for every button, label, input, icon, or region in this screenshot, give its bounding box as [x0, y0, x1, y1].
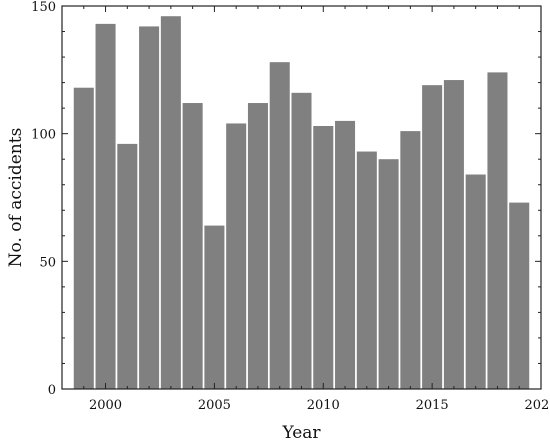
bar-2006 — [226, 123, 247, 389]
x-axis-label: Year — [281, 423, 321, 443]
y-tick-label-50: 50 — [39, 255, 56, 270]
bar-2005 — [204, 225, 225, 389]
x-tick-label-2015: 2015 — [416, 398, 449, 413]
bar-2013 — [378, 159, 399, 389]
bar-2010 — [313, 126, 334, 390]
bar-2011 — [335, 120, 356, 390]
bar-2009 — [291, 92, 312, 390]
y-tick-label-150: 150 — [31, 0, 56, 15]
bar-2000 — [95, 23, 116, 390]
bar-2017 — [465, 174, 486, 389]
bar-2018 — [487, 72, 508, 390]
bar-2015 — [422, 85, 443, 390]
bar-2007 — [247, 103, 268, 389]
bar-2003 — [160, 16, 181, 390]
y-tick-label-100: 100 — [31, 128, 56, 143]
bar-2002 — [139, 26, 160, 389]
y-tick-label-0: 0 — [48, 383, 56, 398]
x-tick-label-2010: 2010 — [307, 398, 340, 413]
x-tick-label-2000: 2000 — [89, 398, 122, 413]
bar-2019 — [509, 202, 530, 389]
bar-1999 — [73, 87, 94, 389]
y-axis-label: No. of accidents — [6, 128, 26, 268]
x-tick-label-2005: 2005 — [198, 398, 231, 413]
bar-2004 — [182, 103, 203, 389]
bar-2014 — [400, 131, 421, 389]
bar-2001 — [117, 143, 138, 389]
bar-2016 — [443, 80, 464, 390]
bar-2008 — [269, 62, 290, 389]
bars-group — [73, 16, 530, 390]
bar-2012 — [356, 151, 377, 389]
plot-frame — [61, 5, 542, 390]
